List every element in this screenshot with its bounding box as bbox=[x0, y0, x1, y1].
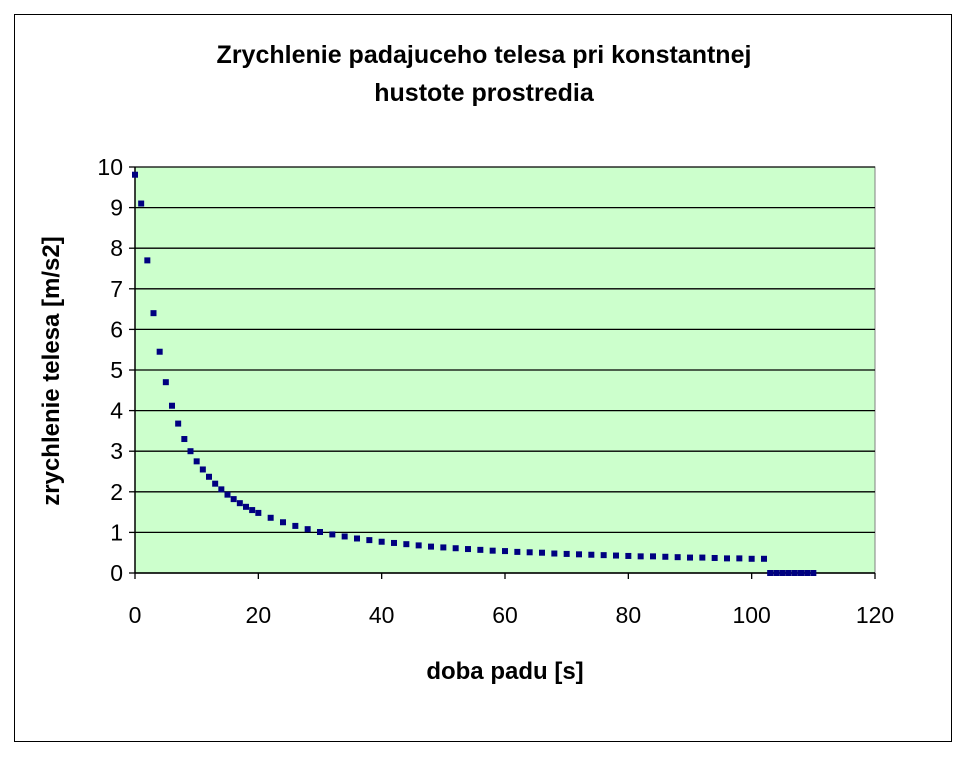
data-point bbox=[539, 549, 545, 556]
x-tick-labels: 0 20 40 60 80 100 120 bbox=[129, 573, 894, 628]
data-point bbox=[236, 500, 243, 507]
data-point bbox=[588, 551, 595, 558]
data-point bbox=[699, 554, 706, 561]
data-point bbox=[175, 420, 182, 427]
data-point bbox=[711, 554, 718, 561]
data-point bbox=[243, 503, 249, 510]
data-point bbox=[637, 553, 644, 560]
data-point bbox=[804, 570, 811, 576]
x-tick-label: 100 bbox=[732, 602, 770, 628]
y-tick-label: 10 bbox=[97, 154, 123, 180]
data-point bbox=[650, 553, 656, 560]
x-tick-label: 0 bbox=[129, 602, 142, 628]
y-tick-label: 5 bbox=[110, 357, 123, 383]
x-axis-title: doba padu [s] bbox=[426, 658, 583, 685]
data-point bbox=[767, 570, 774, 576]
data-point bbox=[156, 348, 163, 355]
data-point bbox=[144, 257, 151, 264]
data-point bbox=[193, 458, 200, 465]
data-point bbox=[249, 507, 256, 514]
data-point bbox=[440, 544, 447, 551]
data-point bbox=[736, 555, 743, 562]
data-point bbox=[280, 519, 286, 526]
y-tick-label: 7 bbox=[110, 276, 123, 302]
data-point bbox=[791, 570, 798, 576]
data-point bbox=[551, 550, 558, 557]
data-point bbox=[415, 542, 422, 549]
y-tick-label: 2 bbox=[110, 479, 123, 505]
data-point bbox=[224, 491, 231, 498]
data-point bbox=[625, 552, 632, 559]
data-point bbox=[526, 549, 533, 556]
data-point bbox=[489, 547, 496, 554]
data-point bbox=[150, 310, 157, 317]
data-point bbox=[674, 554, 681, 561]
data-point bbox=[187, 448, 194, 455]
data-point bbox=[199, 466, 206, 473]
x-tick-label: 20 bbox=[246, 602, 272, 628]
data-point bbox=[465, 546, 471, 553]
data-point bbox=[138, 200, 145, 207]
data-point bbox=[563, 550, 570, 557]
y-axis-title: zrychlenie telesa [m/s2] bbox=[38, 236, 65, 505]
y-tick-label: 9 bbox=[110, 195, 123, 221]
data-point bbox=[329, 531, 336, 538]
data-point bbox=[304, 526, 311, 533]
y-tick-label: 6 bbox=[110, 316, 123, 342]
data-point bbox=[773, 570, 780, 576]
data-point bbox=[230, 496, 237, 503]
data-point bbox=[212, 480, 219, 487]
data-point bbox=[761, 555, 767, 562]
data-point bbox=[798, 570, 804, 576]
data-point bbox=[206, 473, 212, 480]
y-tick-label: 1 bbox=[110, 519, 123, 545]
data-point bbox=[403, 541, 410, 548]
data-point bbox=[378, 538, 385, 545]
data-point bbox=[687, 554, 693, 561]
data-point bbox=[255, 509, 262, 516]
data-point bbox=[477, 546, 484, 553]
data-point bbox=[341, 533, 348, 540]
data-point bbox=[613, 552, 619, 559]
data-point bbox=[779, 570, 786, 576]
y-tick-label: 3 bbox=[110, 438, 123, 464]
y-tick-label: 0 bbox=[110, 560, 123, 586]
x-tick-label: 120 bbox=[856, 602, 894, 628]
data-point bbox=[428, 543, 434, 550]
x-tick-label: 60 bbox=[492, 602, 518, 628]
data-point bbox=[162, 379, 169, 386]
grid-lines bbox=[135, 166, 875, 574]
data-point bbox=[169, 402, 175, 409]
data-point bbox=[724, 555, 730, 562]
data-point bbox=[502, 548, 508, 555]
y-tick-label: 8 bbox=[110, 235, 123, 261]
data-point bbox=[514, 548, 521, 555]
data-point bbox=[218, 486, 225, 493]
data-point bbox=[452, 545, 459, 552]
data-point bbox=[132, 171, 138, 178]
data-point bbox=[600, 552, 607, 559]
data-point bbox=[662, 553, 669, 560]
data-point bbox=[267, 514, 274, 521]
y-tick-label: 4 bbox=[110, 398, 123, 424]
x-tick-label: 40 bbox=[369, 602, 395, 628]
data-point bbox=[354, 535, 360, 542]
y-tick-labels: 0 1 2 3 4 5 6 7 8 9 10 bbox=[97, 154, 135, 586]
data-point bbox=[748, 555, 755, 562]
data-point bbox=[317, 528, 323, 535]
data-point bbox=[181, 436, 188, 443]
data-point bbox=[785, 570, 792, 576]
data-point bbox=[576, 551, 582, 558]
chart-title-line-1: Zrychlenie padajuceho telesa pri konstan… bbox=[217, 41, 752, 69]
x-tick-label: 80 bbox=[616, 602, 642, 628]
data-points bbox=[132, 171, 817, 576]
chart-title-line-2: hustote prostredia bbox=[374, 79, 595, 107]
data-point bbox=[810, 570, 817, 576]
data-point bbox=[292, 522, 299, 529]
data-point bbox=[391, 539, 397, 546]
data-point bbox=[366, 537, 373, 544]
